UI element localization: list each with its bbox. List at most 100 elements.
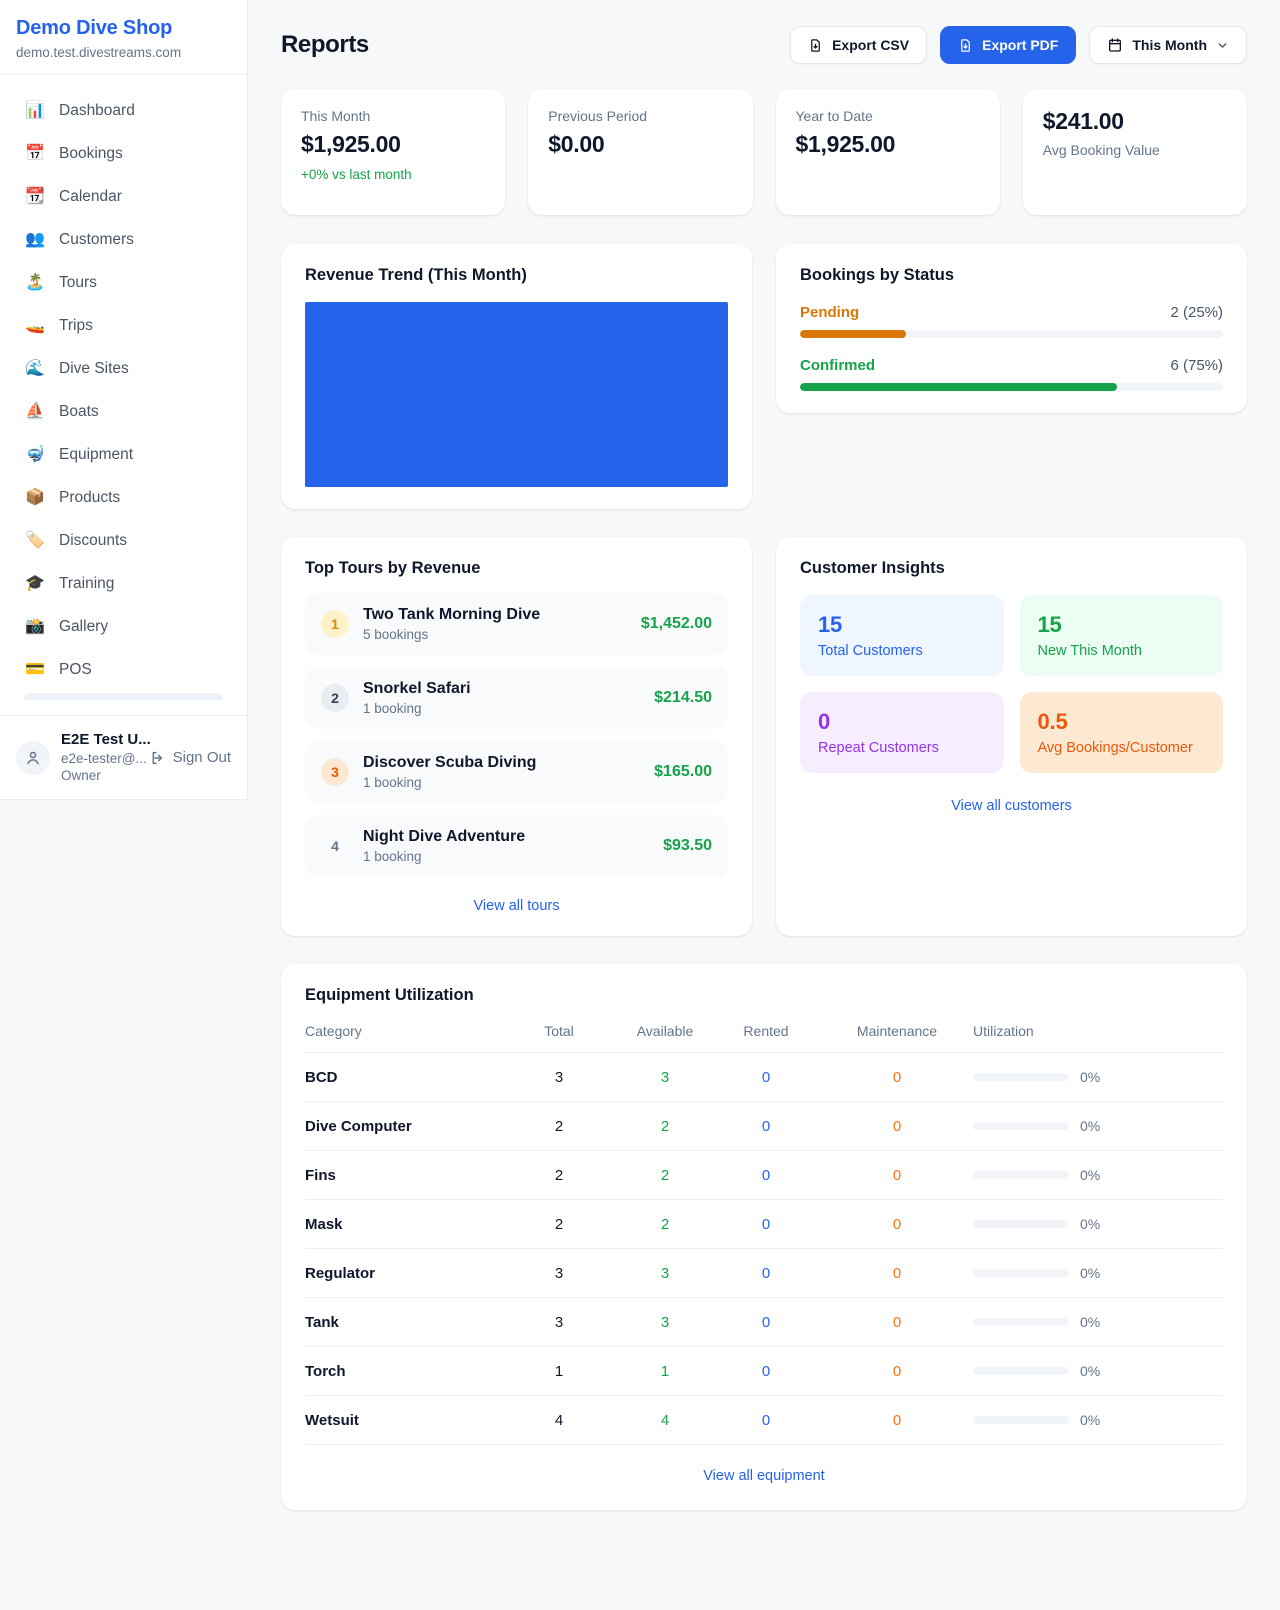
stats-row: This Month $1,925.00 +0% vs last month P… bbox=[281, 89, 1247, 215]
stat-label: Year to Date bbox=[795, 108, 873, 124]
cell-maintenance: 0 bbox=[892, 1215, 902, 1233]
tour-amount: $165.00 bbox=[654, 763, 712, 780]
tour-row: 3 Discover Scuba Diving 1 booking $165.0… bbox=[305, 741, 728, 803]
sign-out-label: Sign Out bbox=[172, 749, 231, 767]
utilization-track bbox=[973, 1073, 1069, 1081]
bookings-by-status-title: Bookings by Status bbox=[800, 266, 955, 284]
view-all-tours-link[interactable]: View all tours bbox=[473, 898, 560, 914]
sidebar-item-label: Equipment bbox=[59, 446, 134, 463]
tour-amount: $93.50 bbox=[663, 837, 712, 854]
cell-available: 3 bbox=[660, 1313, 670, 1331]
export-csv-button[interactable]: Export CSV bbox=[790, 26, 928, 64]
cell-utilization: 0% bbox=[973, 1118, 1223, 1134]
sidebar-item-discounts[interactable]: 🏷️ Discounts bbox=[12, 521, 235, 561]
sidebar-item-products[interactable]: 📦 Products bbox=[12, 478, 235, 518]
cell-available: 2 bbox=[660, 1166, 670, 1184]
cell-category: Torch bbox=[305, 1362, 346, 1380]
people-icon: 👥 bbox=[25, 231, 45, 248]
progress-track bbox=[800, 330, 1223, 338]
view-all-customers-link[interactable]: View all customers bbox=[951, 798, 1072, 814]
view-all-equipment-link[interactable]: View all equipment bbox=[703, 1468, 825, 1484]
sidebar-item-bookings[interactable]: 📅 Bookings bbox=[12, 134, 235, 174]
cell-category: Tank bbox=[305, 1313, 339, 1331]
table-row: Mask 2 2 0 0 0% bbox=[305, 1200, 1223, 1249]
cell-rented: 0 bbox=[761, 1166, 771, 1184]
credit-card-icon: 💳 bbox=[25, 661, 45, 678]
sidebar-item-label: Dashboard bbox=[59, 102, 135, 119]
cell-available: 2 bbox=[660, 1215, 670, 1233]
cell-total: 3 bbox=[554, 1313, 564, 1331]
insight-value: 15 bbox=[818, 612, 843, 637]
insight-value: 0 bbox=[818, 709, 831, 734]
cell-maintenance: 0 bbox=[892, 1117, 902, 1135]
sidebar-item-training[interactable]: 🎓 Training bbox=[12, 564, 235, 604]
progress-track bbox=[800, 383, 1223, 391]
sidebar-item-equipment[interactable]: 🤿 Equipment bbox=[12, 435, 235, 475]
sidebar-item-boats[interactable]: ⛵ Boats bbox=[12, 392, 235, 432]
shop-name: Demo Dive Shop bbox=[16, 17, 173, 39]
period-selector[interactable]: This Month bbox=[1089, 26, 1247, 64]
cell-total: 2 bbox=[554, 1215, 564, 1233]
top-tours-card: Top Tours by Revenue 1 Two Tank Morning … bbox=[281, 537, 752, 936]
insight-tile-total-customers: 15 Total Customers bbox=[800, 595, 1004, 676]
export-pdf-button[interactable]: Export PDF bbox=[940, 26, 1077, 64]
bar-chart-icon: 📊 bbox=[25, 102, 45, 119]
revenue-trend-bar-chart bbox=[305, 302, 728, 487]
sidebar-item-label: Gallery bbox=[59, 618, 109, 635]
stat-card-this-month: This Month $1,925.00 +0% vs last month bbox=[281, 89, 506, 215]
avatar bbox=[16, 740, 50, 775]
sidebar-item-dashboard[interactable]: 📊 Dashboard bbox=[12, 91, 235, 131]
utilization-track bbox=[973, 1220, 1069, 1228]
stat-value: $241.00 bbox=[1042, 108, 1124, 134]
table-row: Tank 3 3 0 0 0% bbox=[305, 1298, 1223, 1347]
insight-value: 0.5 bbox=[1037, 709, 1068, 734]
period-selector-label: This Month bbox=[1132, 37, 1207, 53]
chevron-down-icon bbox=[1218, 42, 1227, 48]
revenue-trend-card: Revenue Trend (This Month) bbox=[281, 244, 752, 509]
sidebar-item-label: Tours bbox=[59, 274, 97, 291]
sidebar-item-label: POS bbox=[59, 661, 92, 678]
utilization-track bbox=[973, 1416, 1069, 1424]
stat-label: Previous Period bbox=[548, 108, 648, 124]
cell-rented: 0 bbox=[761, 1313, 771, 1331]
speedboat-icon: 🚤 bbox=[25, 317, 45, 334]
utilization-label: 0% bbox=[1080, 1167, 1101, 1183]
sidebar-item-pos[interactable]: 💳 POS bbox=[12, 650, 235, 690]
cell-rented: 0 bbox=[761, 1411, 771, 1429]
sidebar-item-tours[interactable]: 🏝️ Tours bbox=[12, 263, 235, 303]
insight-tile-repeat-customers: 0 Repeat Customers bbox=[800, 692, 1004, 773]
sidebar-item-gallery[interactable]: 📸 Gallery bbox=[12, 607, 235, 647]
cell-total: 1 bbox=[554, 1362, 564, 1380]
table-row: Regulator 3 3 0 0 0% bbox=[305, 1249, 1223, 1298]
cell-available: 2 bbox=[660, 1117, 670, 1135]
sidebar-item-calendar[interactable]: 📆 Calendar bbox=[12, 177, 235, 217]
utilization-label: 0% bbox=[1080, 1314, 1101, 1330]
column-header-rented: Rented bbox=[743, 1023, 789, 1039]
calendar-icon: 📅 bbox=[25, 145, 45, 162]
sign-out-button[interactable]: Sign Out bbox=[150, 749, 231, 766]
export-csv-label: Export CSV bbox=[832, 37, 910, 53]
cell-utilization: 0% bbox=[973, 1265, 1223, 1281]
status-label: Confirmed bbox=[800, 357, 875, 374]
table-row: BCD 3 3 0 0 0% bbox=[305, 1053, 1223, 1102]
insight-tile-new-this-month: 15 New This Month bbox=[1019, 595, 1223, 676]
cell-utilization: 0% bbox=[973, 1314, 1223, 1330]
stat-value: $1,925.00 bbox=[795, 131, 896, 157]
file-download-icon bbox=[811, 38, 820, 52]
charts-row: Revenue Trend (This Month) Bookings by S… bbox=[281, 244, 1247, 509]
column-header-maintenance: Maintenance bbox=[856, 1023, 938, 1039]
cell-total: 2 bbox=[554, 1166, 564, 1184]
tour-bookings: 1 booking bbox=[363, 775, 422, 790]
status-row-pending: Pending 2 (25%) bbox=[800, 304, 1223, 338]
sidebar-item-trips[interactable]: 🚤 Trips bbox=[12, 306, 235, 346]
table-header-row: Category Total Available Rented Maintena… bbox=[305, 1005, 1223, 1053]
cell-rented: 0 bbox=[761, 1264, 771, 1282]
utilization-track bbox=[973, 1171, 1069, 1179]
graduation-cap-icon: 🎓 bbox=[25, 575, 45, 592]
sidebar-item-label: Training bbox=[59, 575, 115, 592]
cell-available: 4 bbox=[660, 1411, 670, 1429]
sidebar-item-dive-sites[interactable]: 🌊 Dive Sites bbox=[12, 349, 235, 389]
sidebar-item-customers[interactable]: 👥 Customers bbox=[12, 220, 235, 260]
cell-maintenance: 0 bbox=[892, 1166, 902, 1184]
stat-card-previous-period: Previous Period $0.00 bbox=[528, 89, 753, 215]
